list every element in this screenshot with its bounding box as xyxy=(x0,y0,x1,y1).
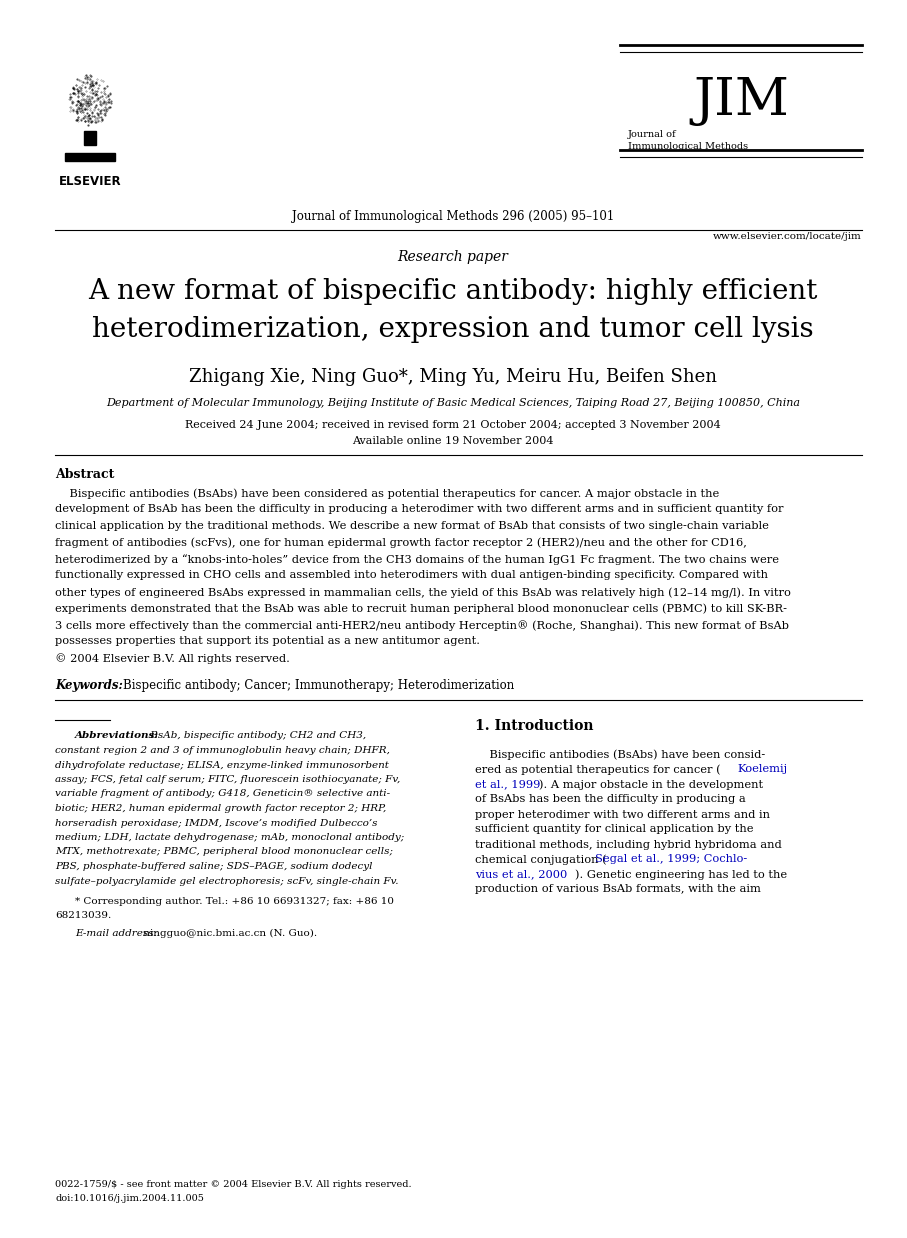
Text: vius et al., 2000: vius et al., 2000 xyxy=(475,869,567,879)
Text: ningguo@nic.bmi.ac.cn (N. Guo).: ningguo@nic.bmi.ac.cn (N. Guo). xyxy=(140,928,317,938)
Text: Bispecific antibody; Cancer; Immunotherapy; Heterodimerization: Bispecific antibody; Cancer; Immunothera… xyxy=(123,680,514,692)
Text: * Corresponding author. Tel.: +86 10 66931327; fax: +86 10: * Corresponding author. Tel.: +86 10 669… xyxy=(75,898,394,906)
Text: Koelemij: Koelemij xyxy=(737,765,787,775)
Text: Abstract: Abstract xyxy=(55,468,114,482)
Text: heterodimerization, expression and tumor cell lysis: heterodimerization, expression and tumor… xyxy=(93,316,814,343)
Text: possesses properties that support its potential as a new antitumor agent.: possesses properties that support its po… xyxy=(55,636,480,646)
Text: 0022-1759/$ - see front matter © 2004 Elsevier B.V. All rights reserved.: 0022-1759/$ - see front matter © 2004 El… xyxy=(55,1180,412,1188)
Text: PBS, phosphate-buffered saline; SDS–PAGE, sodium dodecyl: PBS, phosphate-buffered saline; SDS–PAGE… xyxy=(55,862,373,872)
Text: Available online 19 November 2004: Available online 19 November 2004 xyxy=(352,436,554,446)
Text: Received 24 June 2004; received in revised form 21 October 2004; accepted 3 Nove: Received 24 June 2004; received in revis… xyxy=(185,420,721,430)
Text: heterodimerized by a “knobs-into-holes” device from the CH3 domains of the human: heterodimerized by a “knobs-into-holes” … xyxy=(55,553,779,565)
Text: ered as potential therapeutics for cancer (: ered as potential therapeutics for cance… xyxy=(475,765,721,775)
Text: ). Genetic engineering has led to the: ). Genetic engineering has led to the xyxy=(575,869,787,880)
Text: Department of Molecular Immunology, Beijing Institute of Basic Medical Sciences,: Department of Molecular Immunology, Beij… xyxy=(106,397,800,409)
Text: chemical conjugation (: chemical conjugation ( xyxy=(475,854,607,865)
Text: other types of engineered BsAbs expressed in mammalian cells, the yield of this : other types of engineered BsAbs expresse… xyxy=(55,587,791,598)
Text: Keywords:: Keywords: xyxy=(55,680,122,692)
Text: ELSEVIER: ELSEVIER xyxy=(59,175,122,188)
Text: proper heterodimer with two different arms and in: proper heterodimer with two different ar… xyxy=(475,810,770,820)
Text: horseradish peroxidase; IMDM, Iscove’s modified Dulbecco’s: horseradish peroxidase; IMDM, Iscove’s m… xyxy=(55,818,377,827)
Text: medium; LDH, lactate dehydrogenase; mAb, monoclonal antibody;: medium; LDH, lactate dehydrogenase; mAb,… xyxy=(55,833,405,842)
Text: development of BsAb has been the difficulty in producing a heterodimer with two : development of BsAb has been the difficu… xyxy=(55,505,784,515)
Text: E-mail address:: E-mail address: xyxy=(75,928,157,938)
Text: © 2004 Elsevier B.V. All rights reserved.: © 2004 Elsevier B.V. All rights reserved… xyxy=(55,652,290,664)
Text: 1. Introduction: 1. Introduction xyxy=(475,719,593,733)
Text: 3 cells more effectively than the commercial anti-HER2/neu antibody Herceptin® (: 3 cells more effectively than the commer… xyxy=(55,620,789,631)
Text: Zhigang Xie, Ning Guo*, Ming Yu, Meiru Hu, Beifen Shen: Zhigang Xie, Ning Guo*, Ming Yu, Meiru H… xyxy=(189,368,717,386)
Text: production of various BsAb formats, with the aim: production of various BsAb formats, with… xyxy=(475,884,761,895)
Text: Bispecific antibodies (BsAbs) have been consid-: Bispecific antibodies (BsAbs) have been … xyxy=(475,749,766,760)
Text: www.elsevier.com/locate/jim: www.elsevier.com/locate/jim xyxy=(713,232,862,241)
Text: doi:10.1016/j.jim.2004.11.005: doi:10.1016/j.jim.2004.11.005 xyxy=(55,1193,204,1203)
Bar xyxy=(65,154,115,161)
Text: MTX, methotrexate; PBMC, peripheral blood mononuclear cells;: MTX, methotrexate; PBMC, peripheral bloo… xyxy=(55,848,393,857)
Text: Journal of
Immunological Methods: Journal of Immunological Methods xyxy=(628,130,748,151)
Text: experiments demonstrated that the BsAb was able to recruit human peripheral bloo: experiments demonstrated that the BsAb w… xyxy=(55,603,787,614)
Text: 68213039.: 68213039. xyxy=(55,911,112,921)
Text: biotic; HER2, human epidermal growth factor receptor 2; HRP,: biotic; HER2, human epidermal growth fac… xyxy=(55,803,386,813)
Text: Bispecific antibodies (BsAbs) have been considered as potential therapeutics for: Bispecific antibodies (BsAbs) have been … xyxy=(55,488,719,499)
Text: constant region 2 and 3 of immunoglobulin heavy chain; DHFR,: constant region 2 and 3 of immunoglobuli… xyxy=(55,747,390,755)
Text: functionally expressed in CHO cells and assembled into heterodimers with dual an: functionally expressed in CHO cells and … xyxy=(55,571,768,581)
Text: sufficient quantity for clinical application by the: sufficient quantity for clinical applica… xyxy=(475,825,754,834)
Bar xyxy=(84,131,96,145)
Text: fragment of antibodies (scFvs), one for human epidermal growth factor receptor 2: fragment of antibodies (scFvs), one for … xyxy=(55,537,746,548)
Text: A new format of bispecific antibody: highly efficient: A new format of bispecific antibody: hig… xyxy=(88,279,818,305)
Text: Journal of Immunological Methods 296 (2005) 95–101: Journal of Immunological Methods 296 (20… xyxy=(292,210,614,223)
Text: JIM: JIM xyxy=(693,74,789,125)
Text: clinical application by the traditional methods. We describe a new format of BsA: clinical application by the traditional … xyxy=(55,521,769,531)
Text: of BsAbs has been the difficulty in producing a: of BsAbs has been the difficulty in prod… xyxy=(475,795,746,805)
Text: BsAb, bispecific antibody; CH2 and CH3,: BsAb, bispecific antibody; CH2 and CH3, xyxy=(147,732,366,740)
Text: ). A major obstacle in the development: ). A major obstacle in the development xyxy=(539,780,763,790)
Text: Abbreviations:: Abbreviations: xyxy=(75,732,160,740)
Text: dihydrofolate reductase; ELISA, enzyme-linked immunosorbent: dihydrofolate reductase; ELISA, enzyme-l… xyxy=(55,760,389,770)
Text: assay; FCS, fetal calf serum; FITC, fluorescein isothiocyanate; Fv,: assay; FCS, fetal calf serum; FITC, fluo… xyxy=(55,775,400,784)
Text: traditional methods, including hybrid hybridoma and: traditional methods, including hybrid hy… xyxy=(475,839,782,849)
Text: variable fragment of antibody; G418, Geneticin® selective anti-: variable fragment of antibody; G418, Gen… xyxy=(55,790,390,799)
Text: Research paper: Research paper xyxy=(397,250,509,264)
Text: sulfate–polyacrylamide gel electrophoresis; scFv, single-chain Fv.: sulfate–polyacrylamide gel electrophores… xyxy=(55,877,398,885)
Text: Segal et al., 1999; Cochlo-: Segal et al., 1999; Cochlo- xyxy=(595,854,747,864)
Text: et al., 1999: et al., 1999 xyxy=(475,780,541,790)
